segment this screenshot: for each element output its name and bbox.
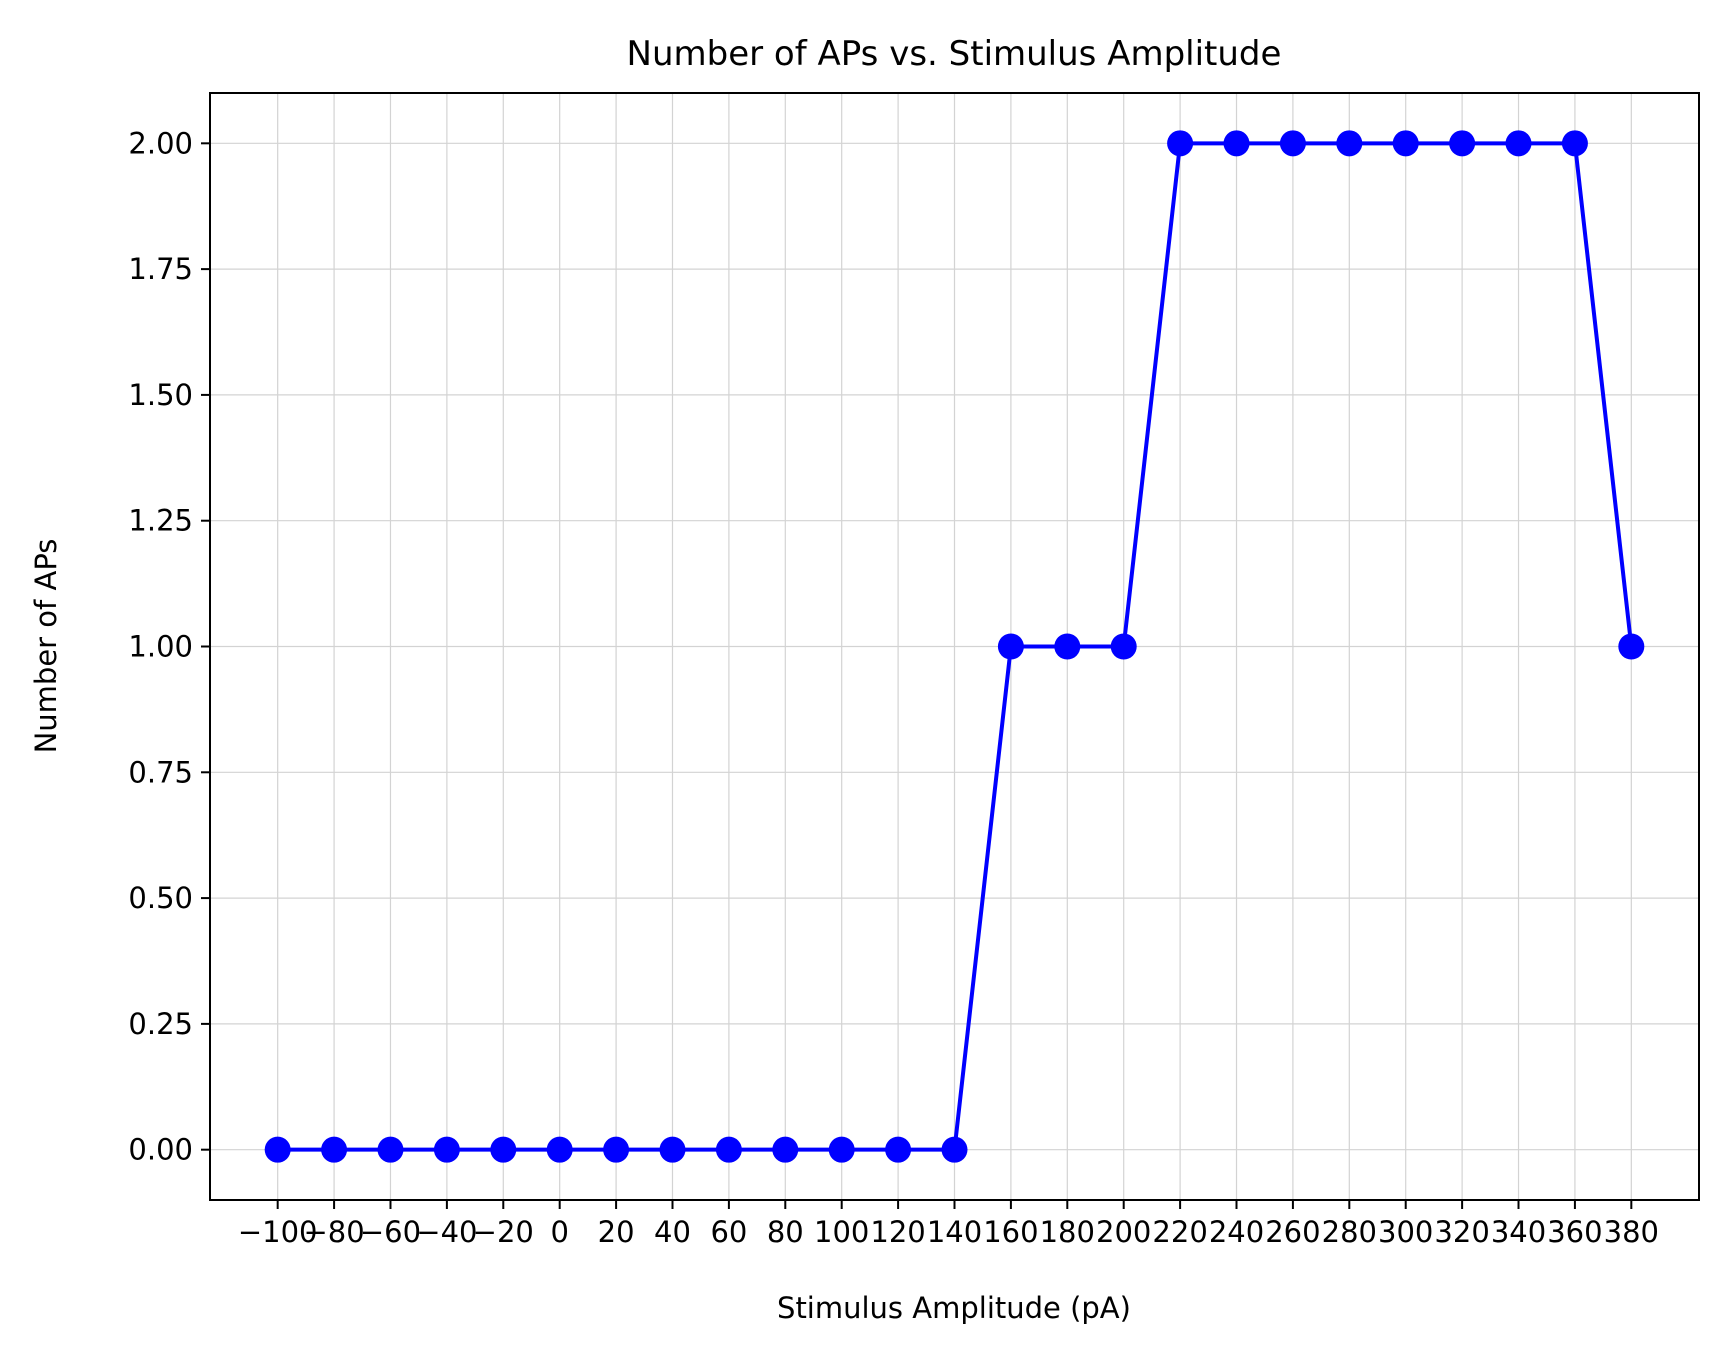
y-tick-label: 0.25 [128, 1007, 193, 1041]
y-tick-label: 0.00 [128, 1133, 193, 1167]
x-tick-label: −40 [416, 1215, 477, 1249]
x-axis-label: Stimulus Amplitude (pA) [777, 1291, 1131, 1325]
x-tick-label: 360 [1547, 1215, 1602, 1249]
data-point [1618, 633, 1645, 660]
x-tick-label: 100 [814, 1215, 869, 1249]
data-point [659, 1136, 686, 1163]
x-tick-label: 240 [1209, 1215, 1264, 1249]
x-tick-label: 160 [983, 1215, 1038, 1249]
data-point [941, 1136, 968, 1163]
chart-title: Number of APs vs. Stimulus Amplitude [627, 34, 1282, 74]
data-point [377, 1136, 404, 1163]
x-tick-label: −100 [238, 1215, 318, 1249]
data-point [490, 1136, 517, 1163]
data-point [997, 633, 1024, 660]
x-tick-label: 60 [710, 1215, 747, 1249]
y-tick-label: 1.50 [128, 378, 193, 412]
y-tick-label: 1.75 [128, 252, 193, 286]
y-axis-label: Number of APs [29, 539, 63, 754]
x-tick-label: 320 [1434, 1215, 1489, 1249]
data-point [1561, 130, 1588, 157]
x-tick-label: 80 [767, 1215, 804, 1249]
data-point [885, 1136, 912, 1163]
x-tick-label: 220 [1152, 1215, 1207, 1249]
data-point [772, 1136, 799, 1163]
x-tick-label: 380 [1604, 1215, 1659, 1249]
x-tick-label: 200 [1096, 1215, 1151, 1249]
tick-layer: −100−80−60−40−20 0 20 40 60 80 100 120 140 160 180… [128, 126, 1659, 1249]
data-point [433, 1136, 460, 1163]
x-tick-label: −80 [303, 1215, 364, 1249]
data-point [321, 1136, 348, 1163]
y-tick-label: 0.50 [128, 881, 193, 915]
x-tick-label: 300 [1378, 1215, 1433, 1249]
y-tick-label: 2.00 [128, 126, 193, 160]
x-tick-label: 20 [598, 1215, 635, 1249]
data-point [1223, 130, 1250, 157]
data-point [1167, 130, 1194, 157]
x-tick-label: 260 [1265, 1215, 1320, 1249]
data-point [1054, 633, 1081, 660]
data-point [1392, 130, 1419, 157]
series-layer [264, 130, 1645, 1163]
x-tick-label: 340 [1491, 1215, 1546, 1249]
x-tick-label: 40 [654, 1215, 691, 1249]
y-tick-label: 1.00 [128, 630, 193, 664]
data-point [1449, 130, 1476, 157]
x-tick-label: 280 [1322, 1215, 1377, 1249]
x-tick-label: −60 [360, 1215, 421, 1249]
data-point [264, 1136, 291, 1163]
y-tick-label: 0.75 [128, 755, 193, 789]
data-point [603, 1136, 630, 1163]
data-point [1110, 633, 1137, 660]
data-point [1336, 130, 1363, 157]
data-point [715, 1136, 742, 1163]
data-point [828, 1136, 855, 1163]
x-tick-label: 140 [927, 1215, 982, 1249]
y-tick-label: 1.25 [128, 504, 193, 538]
x-tick-label: −20 [473, 1215, 534, 1249]
x-tick-label: 0 [550, 1215, 568, 1249]
x-tick-label: 180 [1040, 1215, 1095, 1249]
x-tick-label: 120 [870, 1215, 925, 1249]
data-point [1279, 130, 1306, 157]
data-point [1505, 130, 1532, 157]
data-point [546, 1136, 573, 1163]
grid-layer [210, 93, 1699, 1200]
